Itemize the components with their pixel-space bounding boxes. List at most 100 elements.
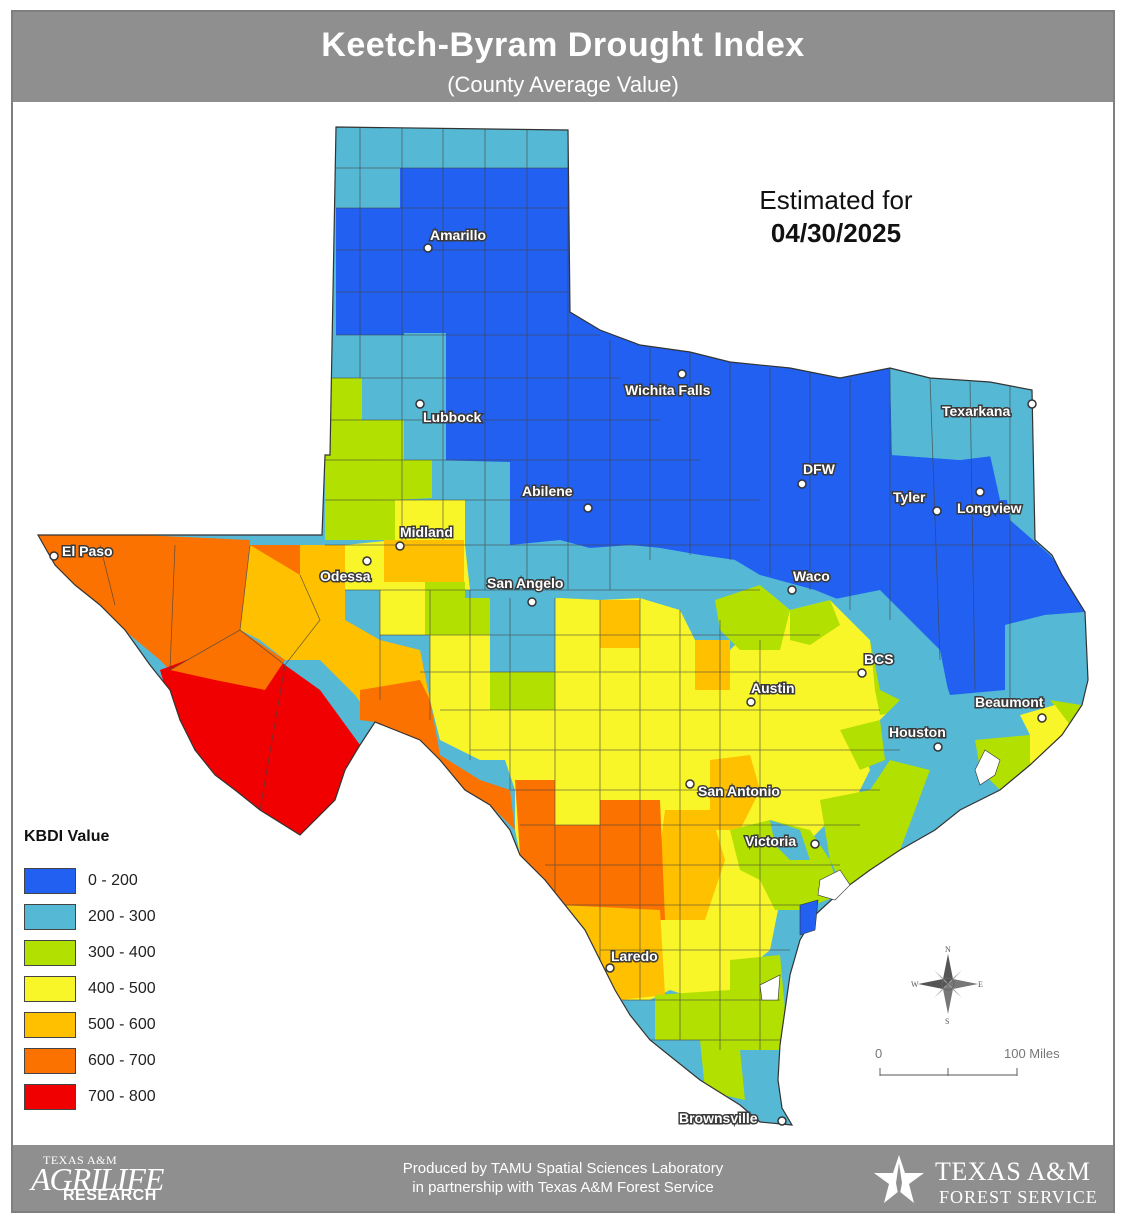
compass-n: N xyxy=(945,945,951,954)
wichita-falls-marker xyxy=(677,369,687,379)
legend-item: 500 - 600 xyxy=(24,1012,244,1038)
estimate-label: Estimated for xyxy=(759,185,913,215)
amarillo-marker xyxy=(423,243,433,253)
legend-item: 400 - 500 xyxy=(24,976,244,1002)
el-paso-marker xyxy=(49,551,59,561)
legend-item: 600 - 700 xyxy=(24,1048,244,1074)
city-label-midland: Midland xyxy=(400,524,453,540)
estimate-block: Estimated for 04/30/2025 xyxy=(700,185,972,249)
agrilife-logo: TEXAS A&M AGRILIFE RESEARCH xyxy=(25,1151,175,1207)
city-label-wichita-falls: Wichita Falls xyxy=(625,382,711,398)
city-markers xyxy=(49,243,1047,1126)
longview-marker xyxy=(975,487,985,497)
city-label-victoria: Victoria xyxy=(745,833,796,849)
legend-label: 500 - 600 xyxy=(88,1016,156,1033)
beaumont-marker xyxy=(1037,713,1047,723)
city-label-san-antonio: San Antonio xyxy=(698,783,780,799)
legend-item: 700 - 800 xyxy=(24,1084,244,1110)
forest-service-logo-line2: FOREST SERVICE xyxy=(939,1187,1098,1207)
legend-swatch xyxy=(24,940,76,966)
legend-label: 400 - 500 xyxy=(88,980,156,997)
scale-end: 100 Miles xyxy=(1004,1046,1060,1061)
legend-title: KBDI Value xyxy=(24,828,110,845)
scale-bar xyxy=(879,1068,1018,1076)
forest-service-logo-line1: TEXAS A&M xyxy=(935,1157,1091,1186)
city-label-san-angelo: San Angelo xyxy=(487,575,564,591)
legend-label: 600 - 700 xyxy=(88,1052,156,1069)
city-label-tyler: Tyler xyxy=(893,489,926,505)
san-antonio-marker xyxy=(685,779,695,789)
city-label-el-paso: El Paso xyxy=(62,543,113,559)
dfw-marker xyxy=(797,479,807,489)
tyler-marker xyxy=(932,506,942,516)
aransas-bay xyxy=(799,899,819,936)
houston-marker xyxy=(933,742,943,752)
produced-line1: Produced by TAMU Spatial Sciences Labora… xyxy=(402,1160,724,1177)
scale-start: 0 xyxy=(875,1046,882,1061)
galveston-bay xyxy=(974,749,1001,786)
legend-item: 200 - 300 xyxy=(24,904,244,930)
brownsville-marker xyxy=(777,1116,787,1126)
matagorda-bay xyxy=(817,869,851,901)
state-outline xyxy=(36,126,1089,1126)
city-label-longview: Longview xyxy=(957,500,1022,516)
agrilife-logo-line3: RESEARCH xyxy=(63,1187,157,1204)
star-icon xyxy=(874,1155,924,1203)
county-boundaries xyxy=(99,127,1060,1050)
compass-rose-icon: N S E W xyxy=(911,945,983,1026)
legend-swatch xyxy=(24,1048,76,1074)
legend-swatch xyxy=(24,868,76,894)
city-label-beaumont: Beaumont xyxy=(975,694,1044,710)
san-angelo-marker xyxy=(527,597,537,607)
city-label-abilene: Abilene xyxy=(522,483,573,499)
waco-marker xyxy=(787,585,797,595)
legend-label: 0 - 200 xyxy=(88,872,138,889)
laguna-madre xyxy=(759,974,781,1001)
city-labels: Amarillo Lubbock Wichita Falls Texarkana… xyxy=(61,226,1046,1128)
city-label-waco: Waco xyxy=(793,568,830,584)
legend: KBDI Value 0 - 200 200 - 300 300 - 400 4… xyxy=(24,828,156,1110)
compass-w: W xyxy=(911,980,919,989)
abilene-marker xyxy=(583,503,593,513)
city-label-dfw: DFW xyxy=(803,461,836,477)
legend-label: 700 - 800 xyxy=(88,1088,156,1105)
compass-s: S xyxy=(945,1017,949,1026)
legend-swatch xyxy=(24,1084,76,1110)
texarkana-marker xyxy=(1027,399,1037,409)
city-label-odessa: Odessa xyxy=(320,568,371,584)
city-label-bcs: BCS xyxy=(864,651,894,667)
map-header: Keetch-Byram Drought Index (County Avera… xyxy=(13,12,1113,102)
legend-label: 300 - 400 xyxy=(88,944,156,961)
city-label-texarkana: Texarkana xyxy=(942,403,1010,419)
lubbock-marker xyxy=(415,399,425,409)
legend-item: 0 - 200 xyxy=(24,868,244,894)
midland-marker xyxy=(395,541,405,551)
legend-swatch xyxy=(24,904,76,930)
city-label-austin: Austin xyxy=(751,680,795,696)
legend-label: 200 - 300 xyxy=(88,908,156,925)
city-label-laredo: Laredo xyxy=(611,948,658,964)
map-title: Keetch-Byram Drought Index xyxy=(321,26,805,64)
produced-line2: in partnership with Texas A&M Forest Ser… xyxy=(412,1179,714,1196)
agrilife-logo-line1: TEXAS A&M xyxy=(43,1153,118,1167)
legend-swatch xyxy=(24,976,76,1002)
produced-by: Produced by TAMU Spatial Sciences Labora… xyxy=(13,1159,1113,1197)
city-label-houston: Houston xyxy=(889,724,946,740)
compass-e: E xyxy=(978,980,983,989)
forest-service-logo: TEXAS A&M FOREST SERVICE xyxy=(871,1151,1106,1207)
map-subtitle: (County Average Value) xyxy=(447,72,679,97)
city-label-amarillo: Amarillo xyxy=(430,227,486,243)
legend-item: 300 - 400 xyxy=(24,940,244,966)
odessa-marker xyxy=(362,556,372,566)
agrilife-logo-line2: AGRILIFE xyxy=(31,1161,164,1197)
city-label-brownsville: Brownsville xyxy=(679,1110,758,1126)
austin-marker xyxy=(746,697,756,707)
city-label-lubbock: Lubbock xyxy=(423,409,482,425)
legend-swatch xyxy=(24,1012,76,1038)
victoria-marker xyxy=(810,839,820,849)
estimate-date: 04/30/2025 xyxy=(770,218,902,248)
bcs-marker xyxy=(857,668,867,678)
map-footer: TEXAS A&M AGRILIFE RESEARCH Produced by … xyxy=(13,1145,1113,1211)
laredo-marker xyxy=(605,963,615,973)
